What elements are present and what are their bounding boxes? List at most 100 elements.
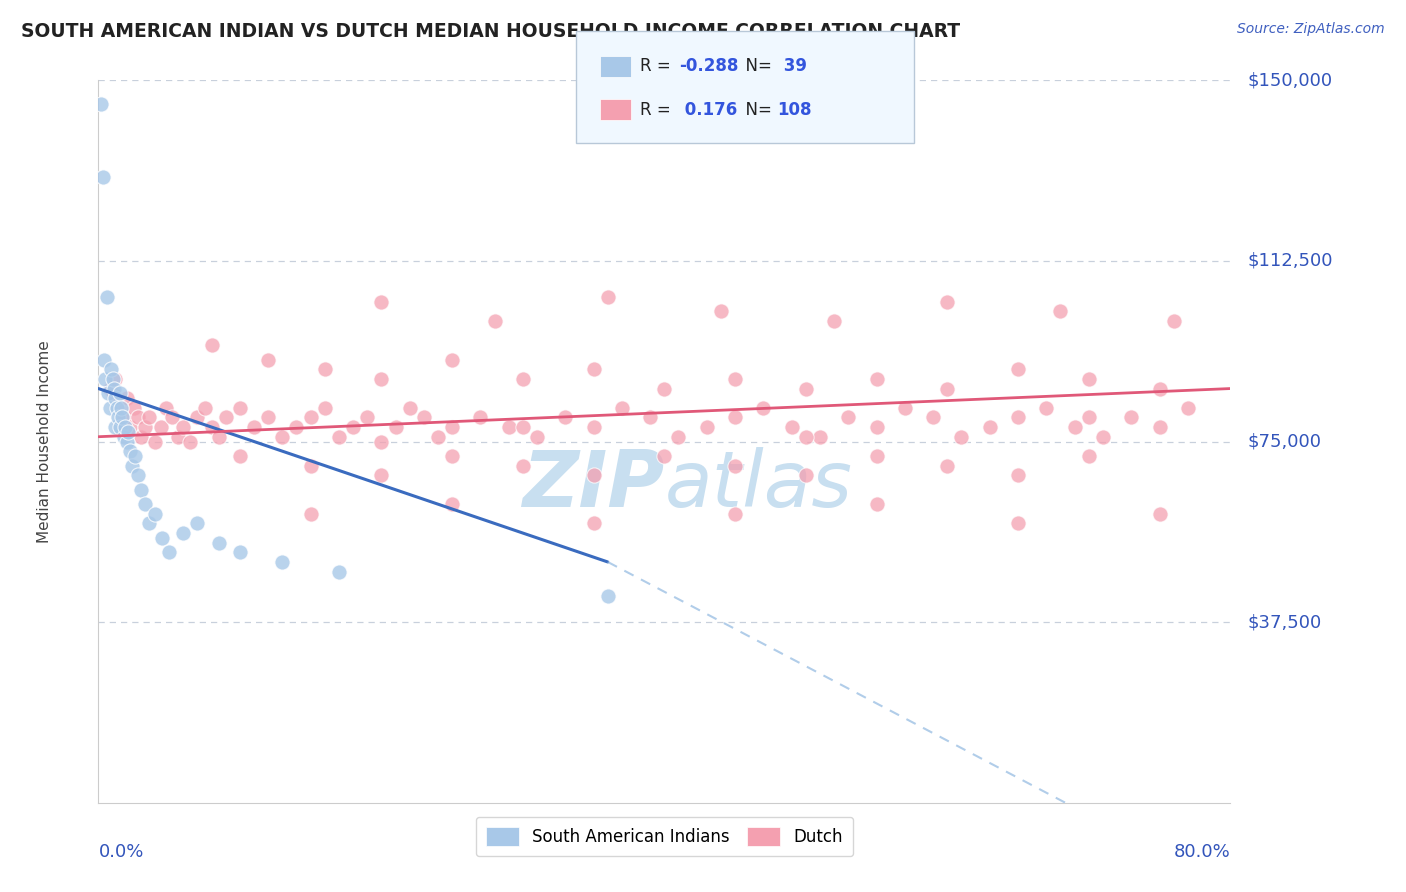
Point (104, 420, 127, 434)
Point (668, 430, 690, 444)
Point (186, 516, 208, 531)
Point (370, 468, 392, 483)
Point (285, 420, 308, 434)
Point (118, 420, 141, 434)
Point (710, 304, 733, 318)
Point (134, 420, 156, 434)
Point (498, 420, 520, 434)
Point (936, 458, 959, 473)
Point (229, 401, 252, 415)
Point (638, 410, 661, 425)
Point (114, 420, 136, 434)
Point (582, 468, 605, 483)
Point (299, 507, 322, 521)
Point (112, 410, 135, 425)
Point (837, 410, 859, 425)
Point (412, 410, 434, 425)
Text: Source: ZipAtlas.com: Source: ZipAtlas.com (1237, 22, 1385, 37)
Point (936, 382, 959, 396)
Point (98, 401, 121, 415)
Point (115, 391, 138, 405)
Point (143, 507, 166, 521)
Point (724, 372, 747, 386)
Point (441, 352, 464, 367)
Point (1077, 410, 1099, 425)
Point (1049, 304, 1071, 318)
Text: R =: R = (640, 57, 676, 76)
Point (150, 531, 173, 545)
Point (103, 382, 125, 396)
Point (512, 458, 534, 473)
Text: $75,000: $75,000 (1247, 433, 1322, 450)
Point (105, 401, 128, 415)
Text: -0.288: -0.288 (679, 57, 738, 76)
Point (1163, 314, 1185, 328)
Point (257, 352, 280, 367)
Text: 108: 108 (778, 101, 813, 119)
Text: $37,500: $37,500 (1247, 613, 1322, 632)
Point (554, 410, 576, 425)
Point (299, 410, 322, 425)
Text: Median Household Income: Median Household Income (37, 340, 52, 543)
Point (115, 434, 138, 449)
Point (441, 420, 464, 434)
Point (512, 372, 534, 386)
Point (94, 372, 117, 386)
Point (201, 420, 224, 434)
Point (155, 401, 177, 415)
Point (129, 430, 152, 444)
Point (98, 382, 121, 396)
Point (193, 401, 215, 415)
Point (328, 565, 350, 579)
Point (780, 420, 803, 434)
Point (823, 314, 845, 328)
Point (582, 516, 605, 531)
Point (1063, 420, 1085, 434)
Point (470, 410, 492, 425)
Point (724, 507, 747, 521)
Point (314, 401, 336, 415)
Point (1007, 410, 1029, 425)
Point (108, 420, 131, 434)
Point (441, 449, 464, 463)
Point (794, 382, 817, 396)
Point (117, 425, 139, 439)
Point (1149, 507, 1171, 521)
Point (652, 382, 676, 396)
Point (229, 449, 252, 463)
Point (582, 420, 605, 434)
Point (1149, 382, 1171, 396)
Point (1007, 468, 1029, 483)
Point (101, 372, 124, 386)
Point (441, 497, 464, 511)
Point (596, 589, 619, 603)
Point (1077, 449, 1099, 463)
Point (1121, 410, 1143, 425)
Point (299, 458, 322, 473)
Point (108, 386, 131, 401)
Point (129, 483, 152, 497)
Point (157, 545, 180, 559)
Point (1177, 401, 1199, 415)
Text: N=: N= (735, 101, 778, 119)
Point (90, 97, 112, 112)
Text: ZIP: ZIP (522, 447, 665, 523)
Point (179, 434, 201, 449)
Point (215, 410, 238, 425)
Point (172, 420, 194, 434)
Point (1149, 420, 1171, 434)
Point (1007, 516, 1029, 531)
Point (149, 420, 172, 434)
Point (172, 526, 194, 541)
Text: atlas: atlas (665, 447, 852, 523)
Point (100, 362, 122, 376)
Point (243, 420, 266, 434)
Point (865, 497, 887, 511)
Point (229, 545, 252, 559)
Point (356, 410, 378, 425)
Point (894, 401, 917, 415)
Text: 0.0%: 0.0% (98, 843, 143, 861)
Point (97, 386, 120, 401)
Point (208, 430, 231, 444)
Point (370, 372, 392, 386)
